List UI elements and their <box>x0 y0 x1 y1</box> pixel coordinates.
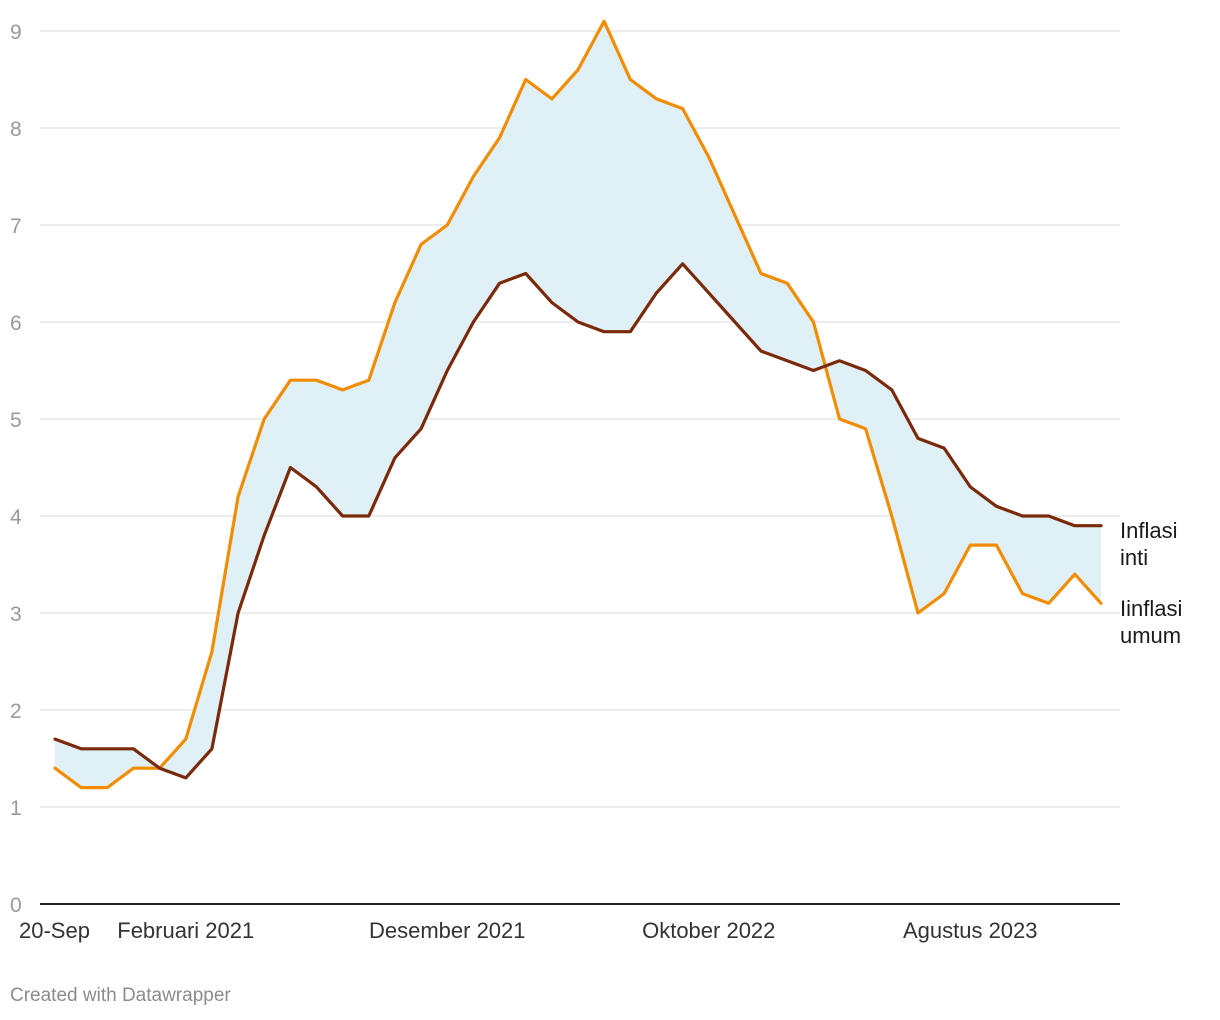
series-label-0: Iinflasi umum <box>1120 596 1182 648</box>
x-tick-label-3: Oktober 2022 <box>642 918 775 943</box>
y-tick-label-7: 7 <box>10 215 22 238</box>
x-tick-label-2: Desember 2021 <box>369 918 526 943</box>
y-tick-label-8: 8 <box>10 118 22 141</box>
series-labels: Iinflasi umum Inflasi inti <box>1120 518 1182 648</box>
y-tick-label-6: 6 <box>10 312 22 335</box>
series-line-0 <box>53 19 1103 790</box>
y-tick-label-0: 0 <box>10 894 22 917</box>
x-tick-labels: 20-Sep Februari 2021 Desember 2021 Oktober … <box>19 918 1038 943</box>
y-tick-label-4: 4 <box>10 506 22 529</box>
y-tick-label-3: 3 <box>10 603 22 626</box>
footer-credit: Created with Datawrapper <box>10 985 231 1006</box>
y-tick-label-1: 1 <box>10 797 22 820</box>
series-line-1 <box>53 262 1103 780</box>
x-tick-label-0: 20-Sep <box>19 918 90 943</box>
band-area <box>55 21 1101 788</box>
y-tick-label-5: 5 <box>10 409 22 432</box>
x-tick-label-4: Agustus 2023 <box>903 918 1038 943</box>
series-label-1: Inflasi inti <box>1120 518 1177 570</box>
y-tick-labels: 0 1 2 3 4 5 6 7 8 9 <box>10 21 22 917</box>
y-tick-label-9: 9 <box>10 21 22 44</box>
band-fill <box>55 21 1101 788</box>
series-lines <box>53 19 1103 790</box>
x-tick-label-1: Februari 2021 <box>117 918 254 943</box>
y-tick-label-2: 2 <box>10 700 22 723</box>
